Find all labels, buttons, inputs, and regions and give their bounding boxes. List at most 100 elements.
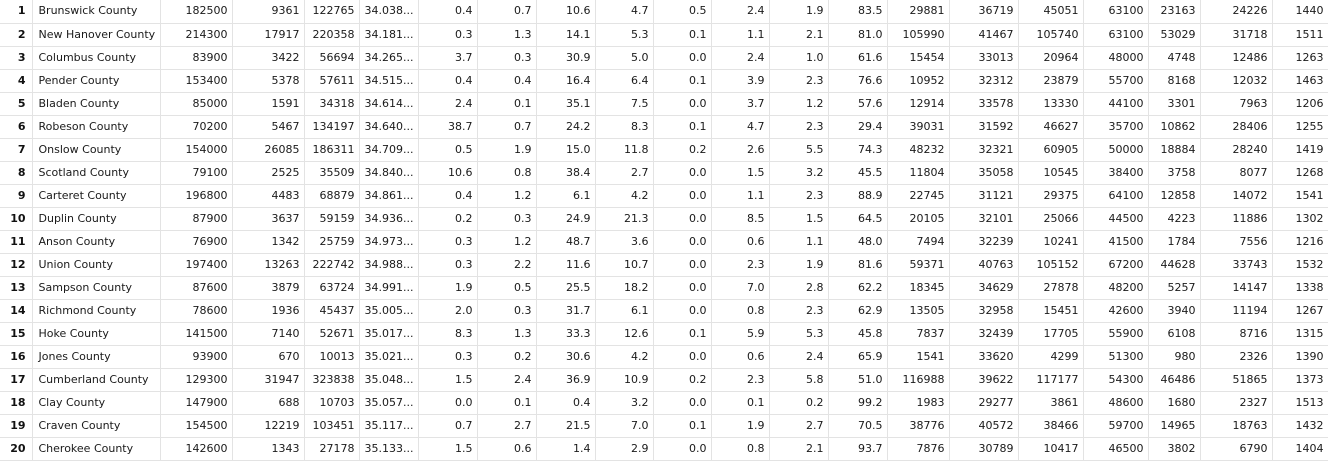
table-cell[interactable]: 1263	[1272, 46, 1328, 70]
county-name-cell[interactable]: Duplin County	[32, 207, 161, 231]
table-cell[interactable]: 0.3	[418, 230, 478, 254]
table-cell[interactable]: 3.7	[418, 46, 478, 70]
table-cell[interactable]: 24.9	[536, 207, 596, 231]
table-row[interactable]: 19 Craven County 154500 12219 103451 35.117..…	[0, 414, 1328, 438]
table-cell[interactable]: 4.7	[595, 0, 654, 24]
table-row[interactable]: 12 Union County 197400 13263 222742 34.988...…	[0, 253, 1328, 277]
table-cell[interactable]: 0.6	[477, 437, 537, 461]
table-cell[interactable]: 30.6	[536, 345, 596, 369]
table-row[interactable]: 20 Cherokee County 142600 1343 27178 35.133..…	[0, 437, 1328, 461]
table-cell[interactable]: 44100	[1083, 92, 1149, 116]
table-cell[interactable]: 1206	[1272, 92, 1328, 116]
row-number[interactable]: 13	[0, 276, 33, 300]
table-cell[interactable]: 31121	[949, 184, 1019, 208]
table-cell[interactable]: 0.0	[653, 391, 712, 415]
table-cell[interactable]: 1255	[1272, 115, 1328, 139]
table-cell[interactable]: 3.6	[595, 230, 654, 254]
table-cell[interactable]: 1268	[1272, 161, 1328, 185]
row-number[interactable]: 6	[0, 115, 33, 139]
table-cell[interactable]: 48600	[1083, 391, 1149, 415]
table-cell[interactable]: 60905	[1018, 138, 1084, 162]
row-number[interactable]: 10	[0, 207, 33, 231]
table-cell[interactable]: 29375	[1018, 184, 1084, 208]
table-cell[interactable]: 2.3	[769, 115, 829, 139]
table-cell[interactable]: 27178	[304, 437, 360, 461]
county-name-cell[interactable]: Sampson County	[32, 276, 161, 300]
table-cell[interactable]: 1.1	[711, 184, 770, 208]
table-cell[interactable]: 63100	[1083, 0, 1149, 24]
table-cell[interactable]: 0.1	[653, 322, 712, 346]
table-row[interactable]: 14 Richmond County 78600 1936 45437 35.005...…	[0, 299, 1328, 323]
table-cell[interactable]: 25759	[304, 230, 360, 254]
county-name-cell[interactable]: New Hanover County	[32, 23, 161, 47]
table-cell[interactable]: 7494	[887, 230, 950, 254]
table-cell[interactable]: 670	[232, 345, 305, 369]
table-cell[interactable]: 13505	[887, 299, 950, 323]
table-cell[interactable]: 0.1	[653, 23, 712, 47]
table-cell[interactable]: 5.3	[595, 23, 654, 47]
table-cell[interactable]: 21.5	[536, 414, 596, 438]
table-cell[interactable]: 6.4	[595, 69, 654, 93]
table-cell[interactable]: 23163	[1148, 0, 1201, 24]
table-cell[interactable]: 11.6	[536, 253, 596, 277]
table-cell[interactable]: 154500	[160, 414, 233, 438]
table-cell[interactable]: 32439	[949, 322, 1019, 346]
table-cell[interactable]: 38.4	[536, 161, 596, 185]
table-cell[interactable]: 25.5	[536, 276, 596, 300]
table-cell[interactable]: 3.2	[769, 161, 829, 185]
table-cell[interactable]: 34.973...	[359, 230, 419, 254]
table-cell[interactable]: 62.2	[828, 276, 888, 300]
table-cell[interactable]: 4.2	[595, 345, 654, 369]
table-cell[interactable]: 63724	[304, 276, 360, 300]
table-cell[interactable]: 59700	[1083, 414, 1149, 438]
table-cell[interactable]: 18345	[887, 276, 950, 300]
table-cell[interactable]: 220358	[304, 23, 360, 47]
table-cell[interactable]: 10.6	[536, 0, 596, 24]
table-cell[interactable]: 30.9	[536, 46, 596, 70]
table-cell[interactable]: 1.5	[418, 368, 478, 392]
table-cell[interactable]: 35.005...	[359, 299, 419, 323]
table-cell[interactable]: 0.1	[477, 92, 537, 116]
row-number[interactable]: 1	[0, 0, 33, 24]
table-cell[interactable]: 23879	[1018, 69, 1084, 93]
table-cell[interactable]: 51865	[1200, 368, 1273, 392]
county-name-cell[interactable]: Scotland County	[32, 161, 161, 185]
county-name-cell[interactable]: Brunswick County	[32, 0, 161, 24]
table-cell[interactable]: 1302	[1272, 207, 1328, 231]
table-cell[interactable]: 0.7	[477, 115, 537, 139]
table-cell[interactable]: 0.0	[653, 230, 712, 254]
table-cell[interactable]: 0.4	[418, 0, 478, 24]
table-cell[interactable]: 0.0	[653, 437, 712, 461]
table-cell[interactable]: 79100	[160, 161, 233, 185]
table-cell[interactable]: 0.2	[477, 345, 537, 369]
table-cell[interactable]: 28406	[1200, 115, 1273, 139]
table-cell[interactable]: 0.7	[418, 414, 478, 438]
table-cell[interactable]: 26085	[232, 138, 305, 162]
table-cell[interactable]: 3861	[1018, 391, 1084, 415]
table-row[interactable]: 13 Sampson County 87600 3879 63724 34.991... 1…	[0, 276, 1328, 300]
table-cell[interactable]: 83900	[160, 46, 233, 70]
table-cell[interactable]: 2.2	[477, 253, 537, 277]
table-cell[interactable]: 15451	[1018, 299, 1084, 323]
table-cell[interactable]: 2.4	[711, 0, 770, 24]
table-cell[interactable]: 30789	[949, 437, 1019, 461]
table-cell[interactable]: 35509	[304, 161, 360, 185]
table-cell[interactable]: 1.0	[769, 46, 829, 70]
table-cell[interactable]: 129300	[160, 368, 233, 392]
table-cell[interactable]: 1.1	[769, 230, 829, 254]
county-name-cell[interactable]: Robeson County	[32, 115, 161, 139]
table-cell[interactable]: 1267	[1272, 299, 1328, 323]
table-cell[interactable]: 1680	[1148, 391, 1201, 415]
table-row[interactable]: 9 Carteret County 196800 4483 68879 34.861...…	[0, 184, 1328, 208]
table-cell[interactable]: 0.6	[711, 230, 770, 254]
table-cell[interactable]: 34.038...	[359, 0, 419, 24]
table-cell[interactable]: 1.5	[769, 207, 829, 231]
table-cell[interactable]: 0.1	[711, 391, 770, 415]
table-cell[interactable]: 0.1	[477, 391, 537, 415]
table-cell[interactable]: 4483	[232, 184, 305, 208]
table-cell[interactable]: 2.7	[769, 414, 829, 438]
table-cell[interactable]: 81.6	[828, 253, 888, 277]
table-cell[interactable]: 29277	[949, 391, 1019, 415]
table-cell[interactable]: 36.9	[536, 368, 596, 392]
table-cell[interactable]: 76900	[160, 230, 233, 254]
